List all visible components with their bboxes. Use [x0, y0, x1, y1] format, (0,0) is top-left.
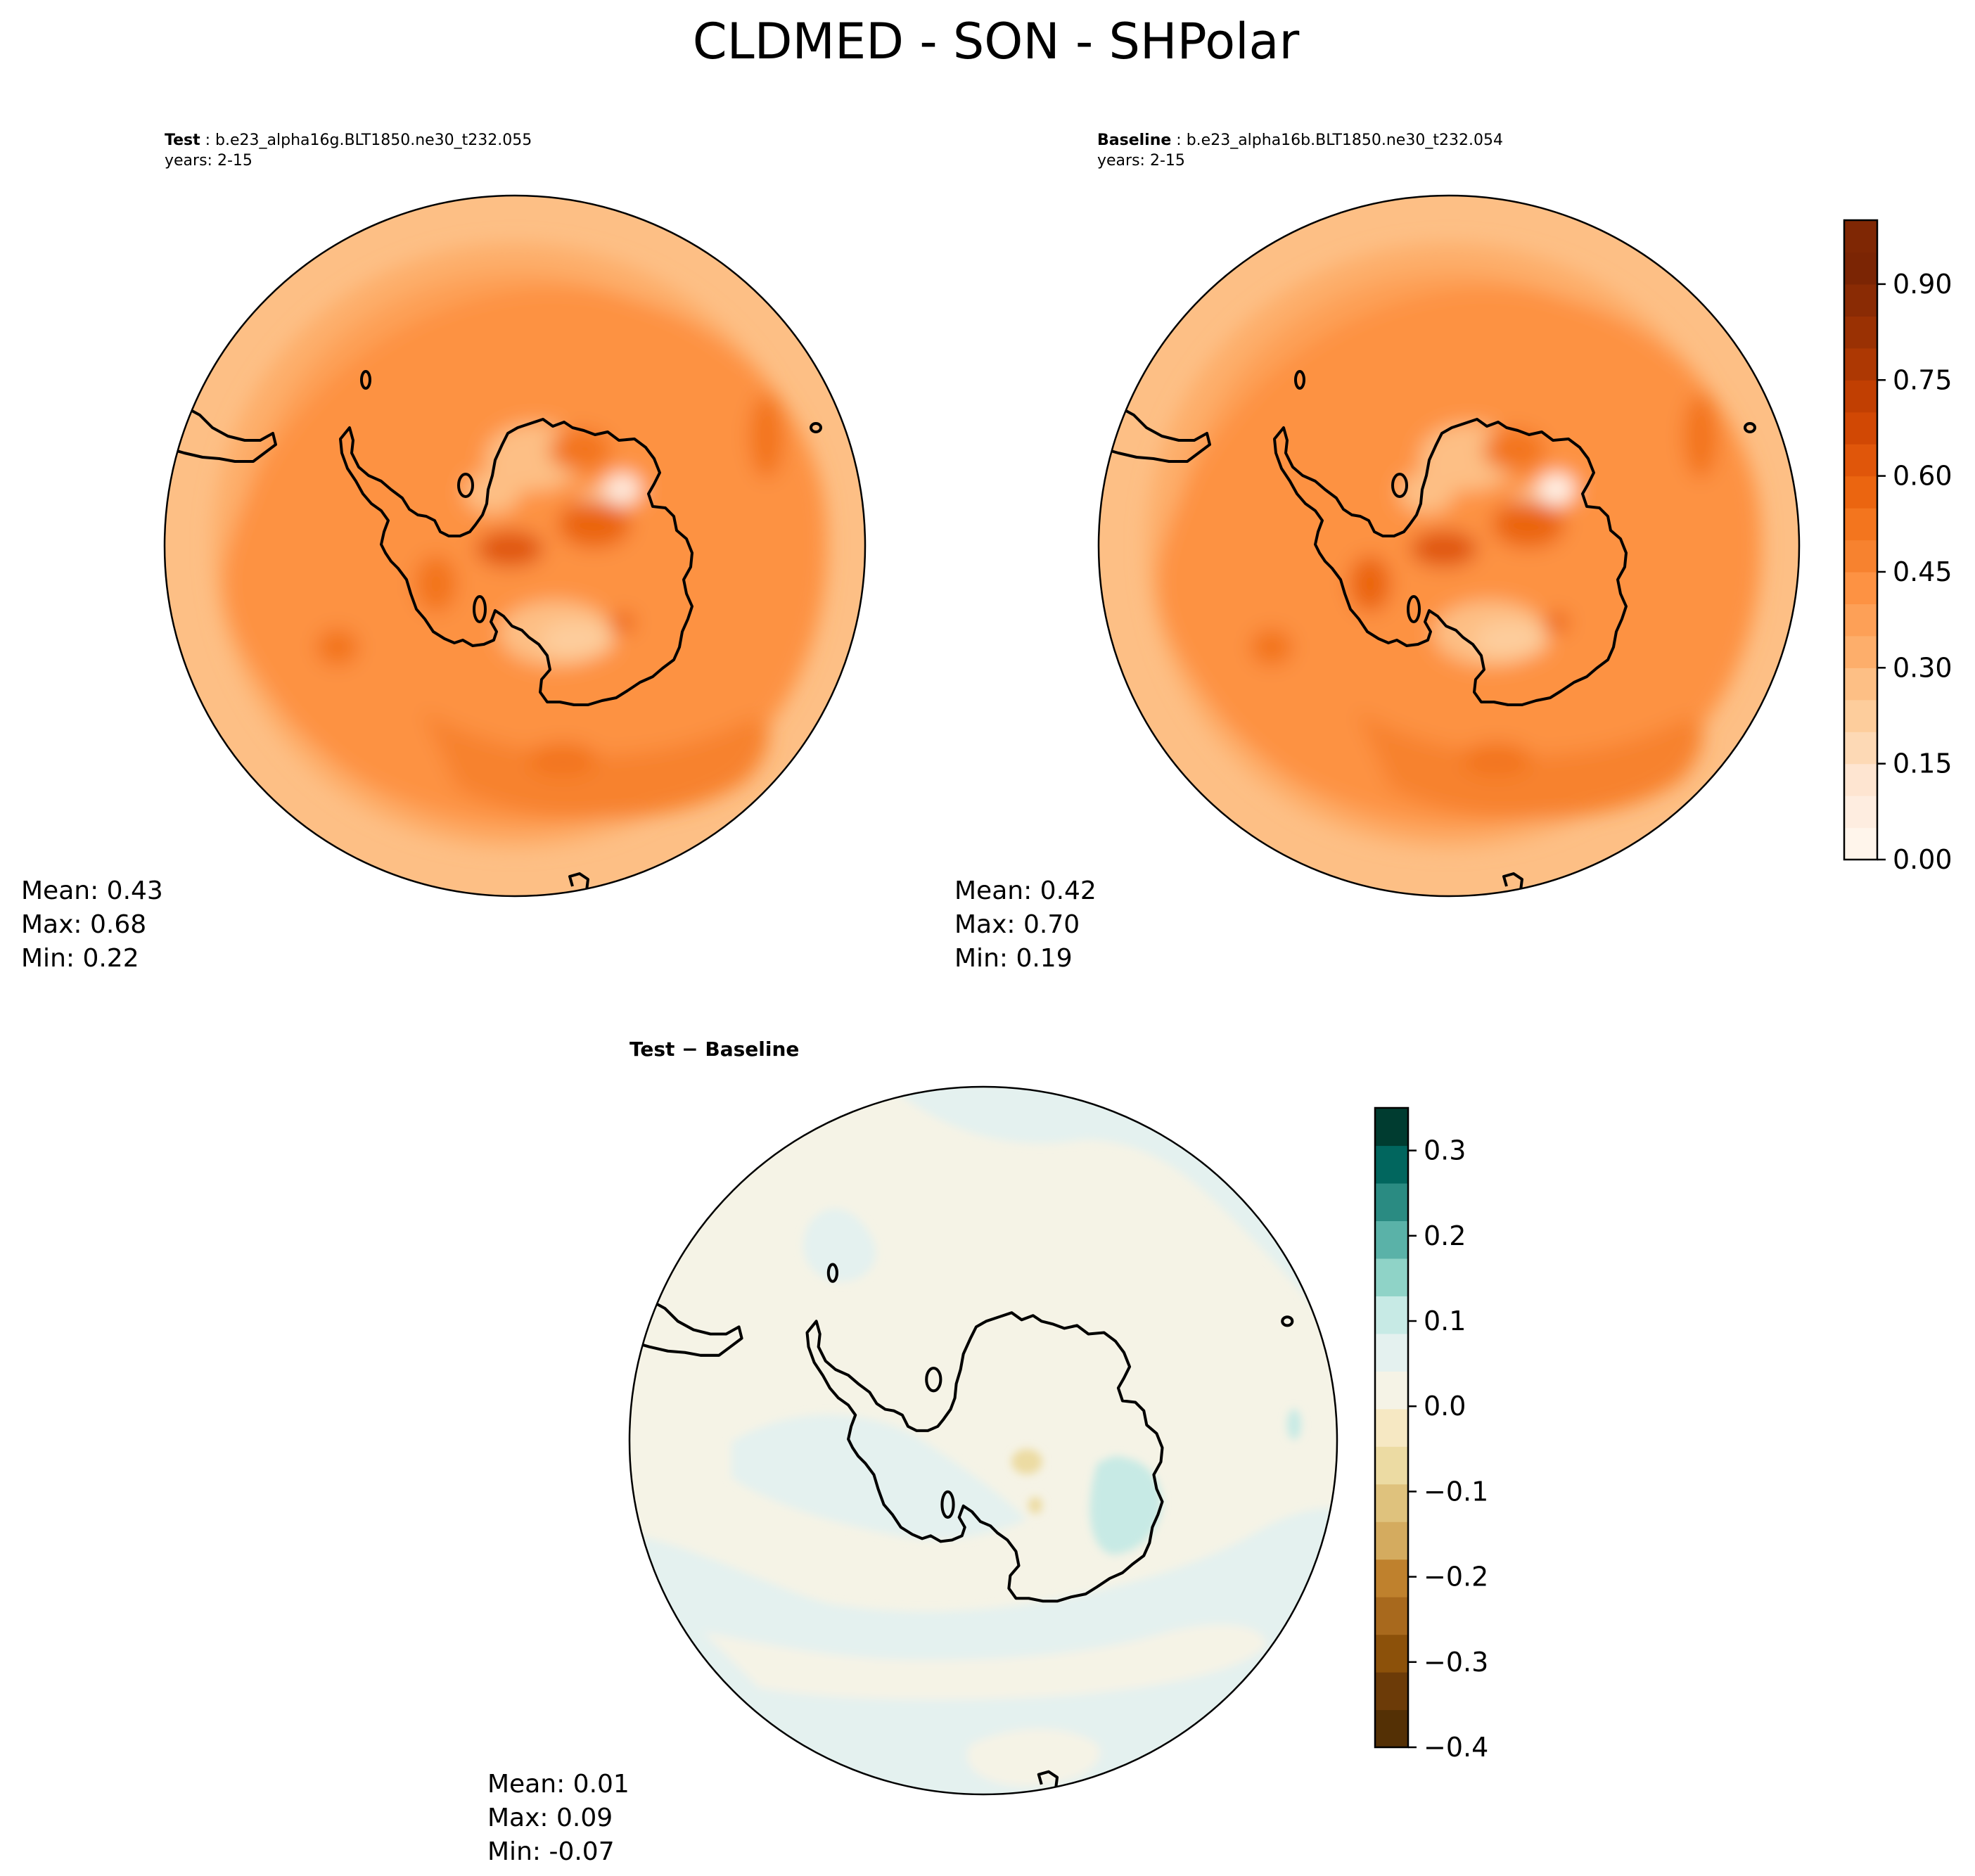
colorbar-main-swatch	[1844, 540, 1877, 573]
baseline-max: Max: 0.70	[954, 910, 1080, 939]
colorbar-diff-swatch	[1375, 1634, 1408, 1673]
baseline-mean: Mean: 0.42	[954, 876, 1097, 905]
colorbar-main-swatch	[1844, 347, 1877, 381]
colorbar-diff-swatch	[1375, 1483, 1408, 1522]
diff-mean: Mean: 0.01	[487, 1770, 629, 1799]
baseline-panel: Baseline : b.e23_alpha16b.BLT1850.ne30_t…	[954, 132, 1801, 973]
colorbar-main-swatches	[1844, 220, 1877, 860]
colorbar-main-swatch	[1844, 476, 1877, 509]
colorbar-main-swatch	[1844, 283, 1877, 317]
colorbar-main-swatch	[1844, 508, 1877, 541]
colorbar-diff-tick-label: −0.3	[1424, 1647, 1488, 1678]
test-field-contours	[212, 243, 828, 848]
colorbar-diff-swatch	[1375, 1108, 1408, 1147]
colorbar-main-tick-label: 0.15	[1893, 748, 1952, 779]
colorbar-diff-swatch	[1375, 1559, 1408, 1597]
test-years: years: 2-15	[165, 152, 253, 170]
colorbar-main-tick-label: 0.30	[1893, 652, 1952, 683]
colorbar-main: 0.00 0.15 0.30 0.45 0.60 0.75 0.90	[1843, 219, 1952, 875]
colorbar-diff-tick-label: −0.4	[1424, 1732, 1488, 1763]
test-max: Max: 0.68	[21, 910, 146, 939]
test-min: Min: 0.22	[21, 944, 139, 973]
diff-map	[629, 1087, 1337, 1794]
colorbar-diff-tick-label: −0.1	[1424, 1476, 1488, 1507]
colorbar-main-tick-label: 0.90	[1893, 269, 1952, 300]
colorbar-diff-swatch	[1375, 1597, 1408, 1635]
colorbar-main-swatch	[1844, 604, 1877, 637]
test-panel: Test : b.e23_alpha16g.BLT1850.ne30_t232.…	[21, 132, 867, 973]
test-case-name: b.e23_alpha16g.BLT1850.ne30_t232.055	[215, 132, 532, 149]
test-mean: Mean: 0.43	[21, 876, 163, 905]
colorbar-diff-swatch	[1375, 1220, 1408, 1259]
baseline-map	[1099, 196, 1799, 896]
colorbar-diff-swatches	[1375, 1108, 1408, 1748]
colorbar-diff-swatch	[1375, 1709, 1408, 1748]
colorbar-main-swatch	[1844, 635, 1877, 668]
baseline-field-contours	[1146, 243, 1762, 848]
colorbar-diff: −0.4 −0.3 −0.2 −0.1 0.0 0.1 0.2 0.3	[1374, 1106, 1488, 1763]
colorbar-main-swatch	[1844, 316, 1877, 349]
diff-map-frame	[628, 1085, 1338, 1796]
baseline-years: years: 2-15	[1097, 152, 1185, 170]
test-panel-title: Test : b.e23_alpha16g.BLT1850.ne30_t232.…	[165, 132, 532, 149]
colorbar-diff-swatch	[1375, 1371, 1408, 1410]
colorbar-diff-swatch	[1375, 1182, 1408, 1222]
colorbar-main-swatch	[1844, 796, 1877, 829]
colorbar-main-swatch	[1844, 220, 1877, 253]
colorbar-diff-swatch	[1375, 1258, 1408, 1296]
colorbar-diff-tick-label: 0.3	[1424, 1135, 1466, 1166]
colorbar-main-ticks: 0.00 0.15 0.30 0.45 0.60 0.75 0.90	[1877, 269, 1952, 875]
colorbar-diff-swatch	[1375, 1296, 1408, 1334]
colorbar-main-swatch	[1844, 411, 1877, 445]
colorbar-main-swatch	[1844, 668, 1877, 701]
colorbar-diff-swatch	[1375, 1333, 1408, 1372]
test-map	[165, 196, 865, 896]
baseline-map-frame	[1097, 194, 1801, 898]
colorbar-main-swatch	[1844, 571, 1877, 604]
diff-min: Min: -0.07	[487, 1837, 615, 1866]
baseline-coastlines	[1099, 370, 1756, 891]
test-coastlines	[165, 370, 822, 891]
test-panel-label: Test	[165, 132, 200, 149]
colorbar-main-swatch	[1844, 252, 1877, 285]
figure-title: CLDMED - SON - SHPolar	[693, 13, 1300, 70]
colorbar-main-swatch	[1844, 444, 1877, 477]
colorbar-diff-swatch	[1375, 1145, 1408, 1184]
colorbar-main-swatch	[1844, 827, 1877, 860]
colorbar-main-tick-label: 0.60	[1893, 461, 1952, 492]
colorbar-main-swatch	[1844, 380, 1877, 413]
colorbar-main-swatch	[1844, 732, 1877, 765]
colorbar-main-tick-label: 0.75	[1893, 364, 1952, 395]
diff-coastlines	[629, 1263, 1294, 1789]
baseline-min: Min: 0.19	[954, 944, 1073, 973]
colorbar-main-swatch	[1844, 763, 1877, 796]
colorbar-main-tick-label: 0.45	[1893, 556, 1952, 587]
diff-panel-title: Test − Baseline	[629, 1038, 799, 1061]
baseline-panel-title: Baseline : b.e23_alpha16b.BLT1850.ne30_t…	[1097, 132, 1503, 149]
colorbar-diff-swatch	[1375, 1446, 1408, 1485]
colorbar-diff-swatch	[1375, 1521, 1408, 1560]
colorbar-main-tick-label: 0.00	[1893, 844, 1952, 875]
colorbar-diff-tick-label: 0.0	[1424, 1391, 1466, 1422]
colorbar-diff-tick-label: 0.1	[1424, 1306, 1466, 1336]
baseline-panel-label: Baseline	[1097, 132, 1171, 149]
colorbar-main-frame	[1843, 219, 1879, 861]
diff-max: Max: 0.09	[487, 1804, 613, 1832]
colorbar-diff-ticks: −0.4 −0.3 −0.2 −0.1 0.0 0.1 0.2 0.3	[1408, 1135, 1488, 1763]
colorbar-diff-tick-label: 0.2	[1424, 1220, 1466, 1251]
colorbar-diff-swatch	[1375, 1408, 1408, 1447]
diff-panel: Test − Baseline	[487, 1038, 1338, 1866]
colorbar-diff-swatch	[1375, 1672, 1408, 1711]
colorbar-diff-frame	[1374, 1106, 1410, 1749]
colorbar-diff-tick-label: −0.2	[1424, 1562, 1488, 1593]
colorbar-main-swatch	[1844, 699, 1877, 732]
test-map-frame	[163, 194, 867, 898]
baseline-case-name: b.e23_alpha16b.BLT1850.ne30_t232.054	[1187, 132, 1503, 149]
